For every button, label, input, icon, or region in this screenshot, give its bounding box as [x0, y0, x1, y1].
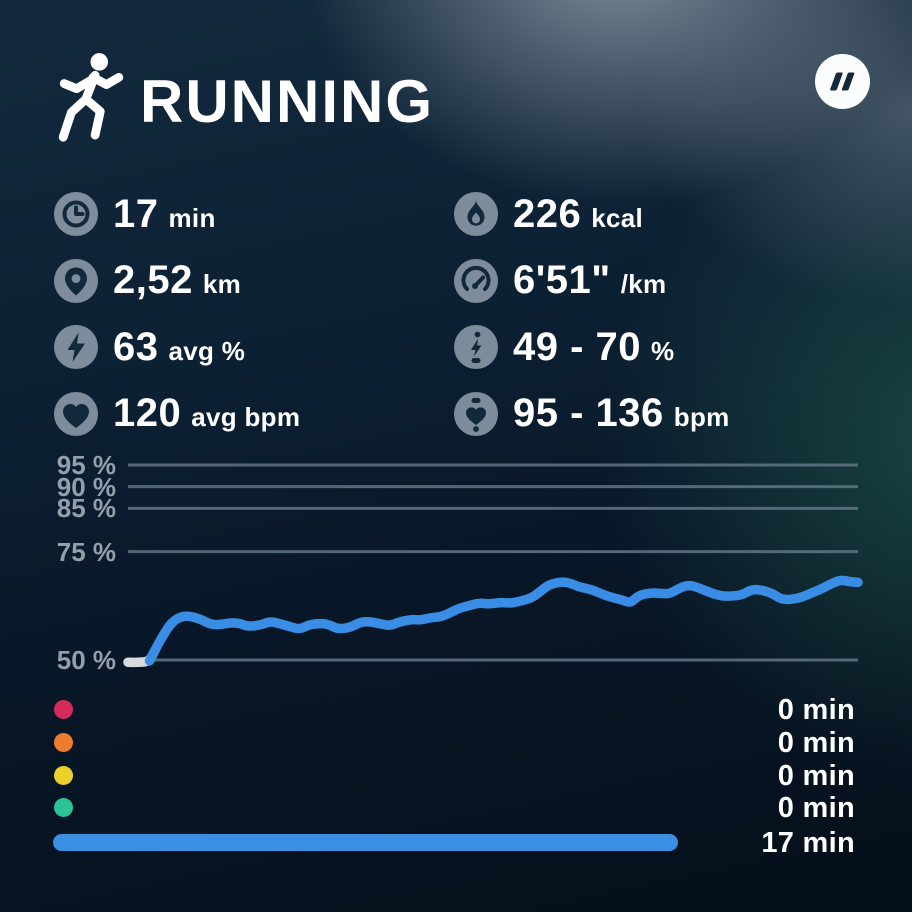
y-axis-label-85: 85 % [56, 493, 116, 524]
flame-icon [454, 192, 498, 237]
stats-grid: 17 min 226 kcal 2,52 km 6'51" /km [54, 181, 866, 447]
heart-rate-range-unit: bpm [673, 402, 730, 433]
intensity-range-unit: % [651, 335, 675, 366]
zone-dot-yellow [54, 766, 73, 785]
stat-heart-rate-range: 95 - 136 bpm [454, 381, 866, 448]
avg-intensity-unit: avg % [168, 335, 246, 366]
heart-icon [54, 391, 98, 436]
zone-time-label: 17 min [761, 827, 855, 859]
bolt-range-icon [454, 325, 498, 370]
zone-row-hard: 0 min [54, 727, 855, 759]
zone-dot-orange [54, 733, 73, 752]
zone-time-label: 0 min [777, 727, 855, 759]
calories-unit: kcal [591, 202, 644, 233]
zone-row-moderate: 0 min [54, 760, 855, 792]
intensity-range-value: 49 - 70 [513, 324, 642, 369]
heart-range-icon [454, 391, 498, 436]
brand-logo-icon [815, 54, 870, 109]
zone-bar-blue [53, 834, 678, 851]
clock-icon [54, 192, 98, 237]
avg-heart-rate-value: 120 [113, 391, 182, 436]
intensity-line-chart [123, 463, 863, 668]
runner-icon [58, 53, 124, 142]
avg-intensity-value: 63 [113, 324, 159, 369]
distance-value: 2,52 [113, 258, 193, 303]
duration-value: 17 [113, 191, 159, 236]
stat-duration: 17 min [54, 181, 454, 248]
zone-dot-red [54, 700, 73, 719]
zone-time-label: 0 min [777, 760, 855, 792]
duration-unit: min [168, 202, 216, 233]
zone-row-easy: 17 min [53, 827, 855, 859]
zone-row-light: 0 min [54, 792, 855, 824]
location-pin-icon [54, 258, 98, 303]
activity-title: RUNNING [140, 68, 434, 135]
zone-time-label: 0 min [777, 694, 855, 726]
zone-time-label: 0 min [777, 792, 855, 824]
stat-avg-intensity: 63 avg % [54, 314, 454, 381]
pace-unit: /km [620, 269, 667, 300]
stat-calories: 226 kcal [454, 181, 866, 248]
calories-value: 226 [513, 191, 582, 236]
y-axis-label-50: 50 % [56, 645, 116, 675]
y-axis-label-95: 95 % [56, 450, 116, 480]
distance-unit: km [202, 269, 242, 300]
bolt-icon [54, 325, 98, 370]
pace-gauge-icon [454, 258, 498, 303]
y-axis-label-90: 90 % [56, 471, 116, 502]
stat-avg-heart-rate: 120 avg bpm [54, 381, 454, 448]
stat-intensity-range: 49 - 70% [454, 314, 866, 381]
pace-value: 6'51" [513, 258, 611, 303]
stat-pace: 6'51" /km [454, 248, 866, 315]
y-axis-label-75: 75 % [56, 536, 116, 567]
heart-rate-range-value: 95 - 136 [513, 391, 664, 436]
stat-distance: 2,52 km [54, 248, 454, 315]
zone-dot-green [54, 798, 73, 817]
zone-row-max: 0 min [54, 694, 855, 726]
intensity-line [144, 575, 863, 666]
avg-heart-rate-unit: avg bpm [191, 402, 301, 433]
